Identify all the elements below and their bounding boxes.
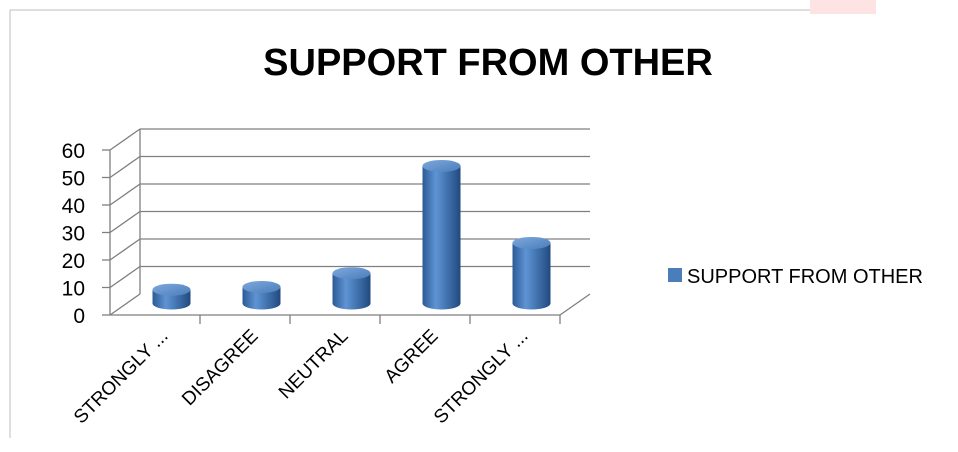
bar xyxy=(422,159,461,310)
side-wall-line xyxy=(109,265,141,289)
bar xyxy=(332,267,371,310)
side-wall-line xyxy=(109,238,141,261)
y-tick-label: 30 xyxy=(62,223,85,246)
x-category-label: AGREE xyxy=(381,326,443,388)
bars xyxy=(152,159,551,310)
bar-body xyxy=(422,165,461,310)
y-tick-label: 60 xyxy=(62,140,85,163)
side-wall-line xyxy=(109,183,141,206)
gridlines xyxy=(109,128,590,316)
side-wall-line xyxy=(109,128,141,151)
x-axis-category-labels: STRONGLY ... DISAGREE NEUTRAL AGREESTRONGLY… xyxy=(70,326,532,428)
bar-top xyxy=(242,280,281,293)
x-category-label: DISAGREE xyxy=(178,326,262,410)
legend: SUPPORT FROM OTHER xyxy=(668,266,923,288)
bar-body xyxy=(332,273,371,310)
bar xyxy=(152,283,191,310)
watermark-shape xyxy=(810,0,876,14)
y-tick-label: 10 xyxy=(62,278,85,301)
legend-swatch xyxy=(668,268,682,282)
side-wall-line xyxy=(109,210,141,234)
y-tick-label: 40 xyxy=(62,195,85,218)
floor-right-edge xyxy=(559,293,591,316)
side-wall-line xyxy=(109,155,141,179)
x-category-label: STRONGLY ... xyxy=(70,326,172,428)
legend-label: SUPPORT FROM OTHER xyxy=(687,266,923,288)
bar-top xyxy=(422,159,461,172)
y-tick-label: 20 xyxy=(62,250,85,273)
bar-top xyxy=(512,236,551,249)
axes xyxy=(102,129,591,324)
y-axis-tick-labels: 0 10 20 30 40 50 60 xyxy=(62,140,85,328)
chart-title: SUPPORT FROM OTHER xyxy=(263,42,713,84)
bar xyxy=(512,236,551,310)
bar-body xyxy=(242,286,281,310)
bar-top xyxy=(152,283,191,296)
y-tick-label: 0 xyxy=(73,305,85,328)
x-category-label: STRONGLY ... xyxy=(430,326,532,428)
bar-top xyxy=(332,267,371,280)
x-category-label: NEUTRAL xyxy=(275,326,353,404)
bar-body xyxy=(512,242,551,310)
y-tick-label: 50 xyxy=(62,168,85,191)
side-wall-line xyxy=(109,293,141,316)
bar xyxy=(242,280,281,310)
